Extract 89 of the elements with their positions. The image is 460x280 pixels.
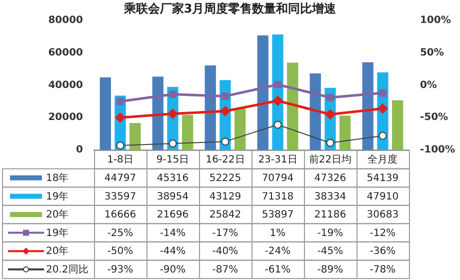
x-tick-label: 全月度 (368, 154, 398, 166)
data-label: 21696 (156, 210, 189, 221)
x-tick-label: 前22日均 (308, 154, 352, 166)
data-label: 21186 (314, 210, 346, 221)
y-tick-label: 20000 (48, 112, 84, 124)
data-label: 54139 (366, 173, 399, 184)
data-label: 30683 (366, 210, 399, 221)
x-tick-label: 1-8日 (107, 154, 134, 166)
y2-tick-label: 0% (420, 80, 437, 91)
point (378, 132, 387, 140)
data-label: 1% (270, 228, 286, 239)
data-label: -25% (107, 228, 134, 239)
data-label: 38334 (314, 191, 346, 202)
legend-label: 20年 (46, 208, 69, 221)
legend-label: 20.2同比 (46, 263, 88, 276)
x-tick-label: 23-31日 (258, 154, 298, 166)
data-label: 71318 (262, 191, 294, 202)
point (378, 104, 388, 114)
chart-title: 乘联会厂家3月周度零售数量和同比增速 (122, 1, 338, 16)
y2-tick-label: -100% (420, 144, 456, 156)
data-label: 70794 (262, 173, 294, 184)
point (326, 94, 334, 102)
bar (234, 108, 246, 150)
data-label: -61% (264, 264, 291, 276)
y-tick-label: 60000 (48, 47, 84, 58)
data-label: 45316 (156, 173, 189, 184)
point (220, 106, 230, 116)
y2-tick-label: 50% (420, 47, 444, 58)
legend-label: 19年 (46, 190, 69, 202)
point (221, 138, 230, 146)
data-label: -36% (370, 246, 396, 258)
data-label: -14% (160, 228, 186, 239)
data-label: -44% (160, 246, 186, 258)
point (168, 108, 178, 118)
point (116, 98, 124, 106)
data-label: 16666 (104, 210, 136, 221)
bar (257, 35, 268, 150)
y2-tick-label: -50% (420, 112, 448, 124)
data-label: 53897 (262, 210, 294, 221)
data-label: -78% (370, 264, 396, 276)
y-tick-label: 80000 (48, 14, 84, 26)
point (115, 112, 125, 122)
point (272, 96, 282, 106)
bar (204, 65, 216, 150)
data-label: 33597 (104, 191, 136, 202)
point (325, 110, 335, 120)
bar (152, 76, 164, 150)
bar (287, 62, 298, 150)
data-label: -17% (212, 228, 238, 239)
point (274, 80, 282, 88)
data-label: -87% (212, 264, 238, 276)
data-label: -90% (160, 264, 186, 276)
data-label: 43129 (209, 191, 242, 202)
data-label: 52225 (209, 173, 242, 184)
bar (182, 114, 194, 150)
point (168, 140, 177, 148)
data-label: -40% (212, 246, 238, 258)
bar (130, 123, 141, 150)
bar (362, 62, 374, 150)
x-tick-label: 16-22日 (206, 154, 245, 166)
bar (340, 116, 351, 150)
point (169, 90, 176, 98)
legend-label: 20年 (46, 245, 69, 258)
data-label: -89% (317, 264, 344, 276)
legend-label: 18年 (46, 172, 69, 184)
data-label: -12% (370, 228, 396, 239)
data-label: -93% (107, 264, 134, 276)
point (326, 138, 334, 147)
point (274, 120, 282, 129)
data-label: -45% (317, 246, 344, 258)
data-label: 47910 (366, 191, 399, 202)
y-tick-label: 40000 (48, 80, 84, 91)
bar (100, 77, 111, 150)
y2-tick-label: 100% (420, 14, 451, 26)
data-label: 25842 (209, 210, 242, 221)
data-label: -19% (317, 228, 344, 239)
legend-label: 19年 (46, 226, 69, 239)
point (116, 141, 124, 150)
data-label: 44797 (104, 173, 136, 184)
bar (392, 100, 404, 150)
data-label: 38954 (156, 191, 189, 202)
data-label: -50% (107, 246, 134, 258)
y-tick-label: 0 (76, 144, 84, 156)
data-label: 47326 (314, 173, 346, 184)
data-label: -24% (264, 246, 291, 258)
bar (310, 73, 321, 150)
x-tick-label: 9-15日 (156, 154, 190, 166)
point (378, 89, 386, 97)
point (222, 92, 229, 100)
